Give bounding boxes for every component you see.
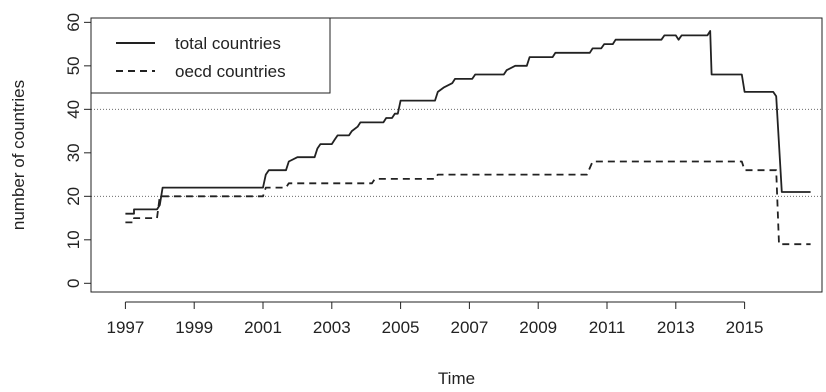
x-tick-label: 2015 (726, 318, 764, 337)
x-tick-label: 2007 (450, 318, 488, 337)
legend: total countries oecd countries (90, 17, 331, 94)
legend-label-total-countries: total countries (175, 34, 281, 53)
legend-label-oecd-countries: oecd countries (175, 62, 286, 81)
x-axis: 1997 1999 2001 2003 2005 2007 2009 2011 2013 2015 (106, 301, 764, 337)
x-tick-label: 1997 (106, 318, 144, 337)
y-tick-label: 20 (64, 187, 83, 206)
legend-box (90, 17, 331, 94)
y-axis: 0 10 20 30 40 50 60 (64, 13, 92, 288)
y-tick-label: 40 (64, 100, 83, 119)
y-tick-label: 60 (64, 13, 83, 32)
y-tick-label: 30 (64, 143, 83, 162)
y-axis-label: number of countries (9, 80, 28, 230)
x-tick-label: 2011 (589, 318, 626, 337)
x-tick-label: 2009 (519, 318, 557, 337)
y-tick-label: 0 (64, 279, 83, 288)
x-tick-label: 2001 (244, 318, 282, 337)
y-tick-label: 50 (64, 56, 83, 75)
series-line-total-countries (125, 30, 811, 215)
x-tick-label: 1999 (175, 318, 213, 337)
series-layer (125, 30, 811, 246)
series-line-oecd-countries (125, 160, 811, 246)
reference-lines (91, 108, 822, 197)
y-tick-label: 10 (64, 230, 83, 249)
x-tick-label: 2003 (313, 318, 351, 337)
x-axis-label: Time (438, 369, 475, 388)
x-tick-label: 2013 (657, 318, 695, 337)
x-tick-label: 2005 (382, 318, 420, 337)
